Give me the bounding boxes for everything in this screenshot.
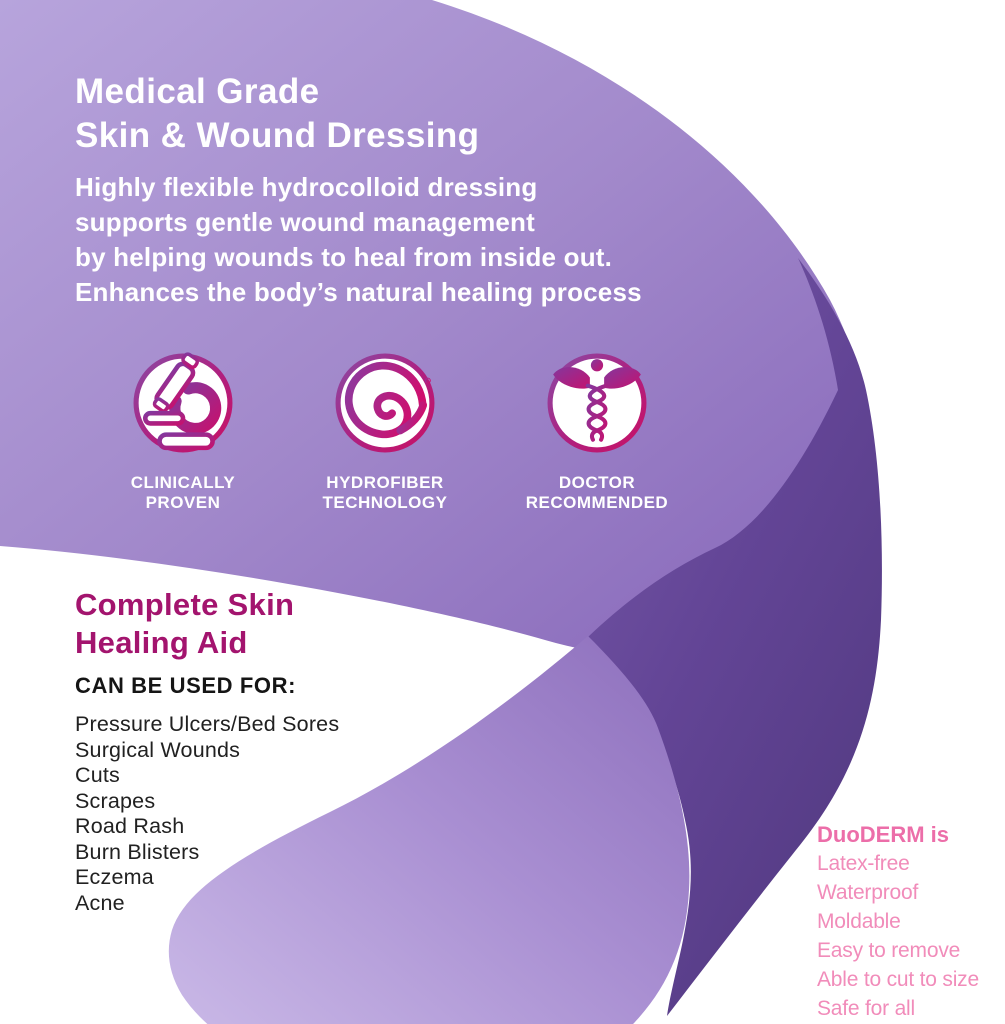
badge-label-line: TECHNOLOGY xyxy=(322,492,448,512)
dark-ribbon-shape xyxy=(588,258,882,1016)
badge-label: CLINICALLY PROVEN xyxy=(81,473,285,512)
list-item: Surgical Wounds xyxy=(75,737,241,762)
description-line: supports gentle wound management xyxy=(75,207,535,237)
healing-heading: Complete Skin Healing Aid xyxy=(75,586,339,662)
badge-clinically-proven: CLINICALLY PROVEN xyxy=(81,352,285,512)
features-list: Latex-free Waterproof Moldable Easy to r… xyxy=(817,849,979,1023)
list-item: Waterproof xyxy=(817,881,919,904)
top-blob-shape xyxy=(0,0,874,659)
uses-list: Pressure Ulcers/Bed Sores Surgical Wound… xyxy=(75,712,339,916)
caduceus-icon xyxy=(547,353,647,453)
page-title: Medical Grade Skin & Wound Dressing xyxy=(75,70,642,158)
healing-heading-line: Complete Skin xyxy=(75,587,295,622)
uses-subheading: CAN BE USED FOR: xyxy=(75,673,297,698)
badge-label-line: RECOMMENDED xyxy=(525,492,669,512)
list-item: Pressure Ulcers/Bed Sores xyxy=(75,712,340,736)
list-item: Eczema xyxy=(75,865,154,889)
list-item: Latex-free xyxy=(817,852,910,875)
list-item: Cuts xyxy=(75,763,121,787)
description-line: Highly flexible hydrocolloid dressing xyxy=(75,172,538,202)
badge-label-line: DOCTOR xyxy=(558,473,636,492)
microscope-icon xyxy=(133,352,233,453)
hero-description: Highly flexible hydrocolloid dressing su… xyxy=(75,170,642,310)
features-section: DuoDERM is Latex-free Waterproof Moldabl… xyxy=(817,820,979,1023)
list-item: Safe for all xyxy=(817,997,915,1020)
list-item: Moldable xyxy=(817,910,901,933)
badge-label-line: PROVEN xyxy=(145,492,221,512)
healing-section: Complete Skin Healing Aid CAN BE USED FO… xyxy=(75,586,339,916)
description-line: Enhances the body’s natural healing proc… xyxy=(75,277,642,307)
hydrofiber-swirl-icon xyxy=(335,353,435,453)
hero-section: Medical Grade Skin & Wound Dressing High… xyxy=(75,70,642,310)
badge-doctor-recommended: DOCTOR RECOMMENDED xyxy=(495,352,699,512)
title-line-1: Medical Grade xyxy=(75,72,320,111)
front-ribbon-shape xyxy=(168,636,690,1024)
badge-label-line: CLINICALLY xyxy=(130,473,236,492)
title-line-2: Skin & Wound Dressing xyxy=(75,116,480,155)
list-item: Road Rash xyxy=(75,814,185,838)
badge-row: CLINICALLY PROVEN xyxy=(0,352,1005,522)
badge-label-line: HYDROFIBER xyxy=(326,473,444,492)
list-item: Burn Blisters xyxy=(75,839,200,864)
description-line: by helping wounds to heal from inside ou… xyxy=(75,242,613,272)
badge-label: DOCTOR RECOMMENDED xyxy=(495,473,699,512)
healing-heading-line: Healing Aid xyxy=(75,625,248,660)
list-item: Acne xyxy=(75,890,125,915)
list-item: Able to cut to size xyxy=(817,968,979,991)
badge-hydrofiber-technology: HYDROFIBER TECHNOLOGY xyxy=(283,352,487,512)
list-item: Easy to remove xyxy=(817,939,961,962)
features-heading: DuoDERM is xyxy=(817,822,949,847)
list-item: Scrapes xyxy=(75,788,156,813)
badge-label: HYDROFIBER TECHNOLOGY xyxy=(283,473,487,512)
